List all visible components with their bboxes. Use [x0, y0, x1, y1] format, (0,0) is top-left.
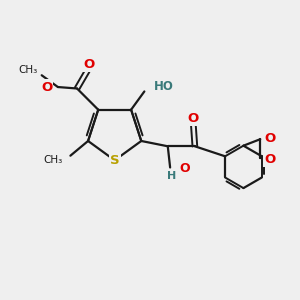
Text: S: S	[110, 154, 119, 167]
Text: O: O	[83, 58, 94, 71]
Text: O: O	[264, 131, 275, 145]
Text: CH₃: CH₃	[43, 155, 62, 165]
Text: O: O	[188, 112, 199, 125]
Text: O: O	[179, 162, 190, 176]
Text: O: O	[264, 153, 275, 166]
Text: O: O	[41, 80, 52, 94]
Text: H: H	[167, 171, 176, 181]
Text: CH₃: CH₃	[18, 65, 37, 75]
Text: HO: HO	[154, 80, 174, 93]
